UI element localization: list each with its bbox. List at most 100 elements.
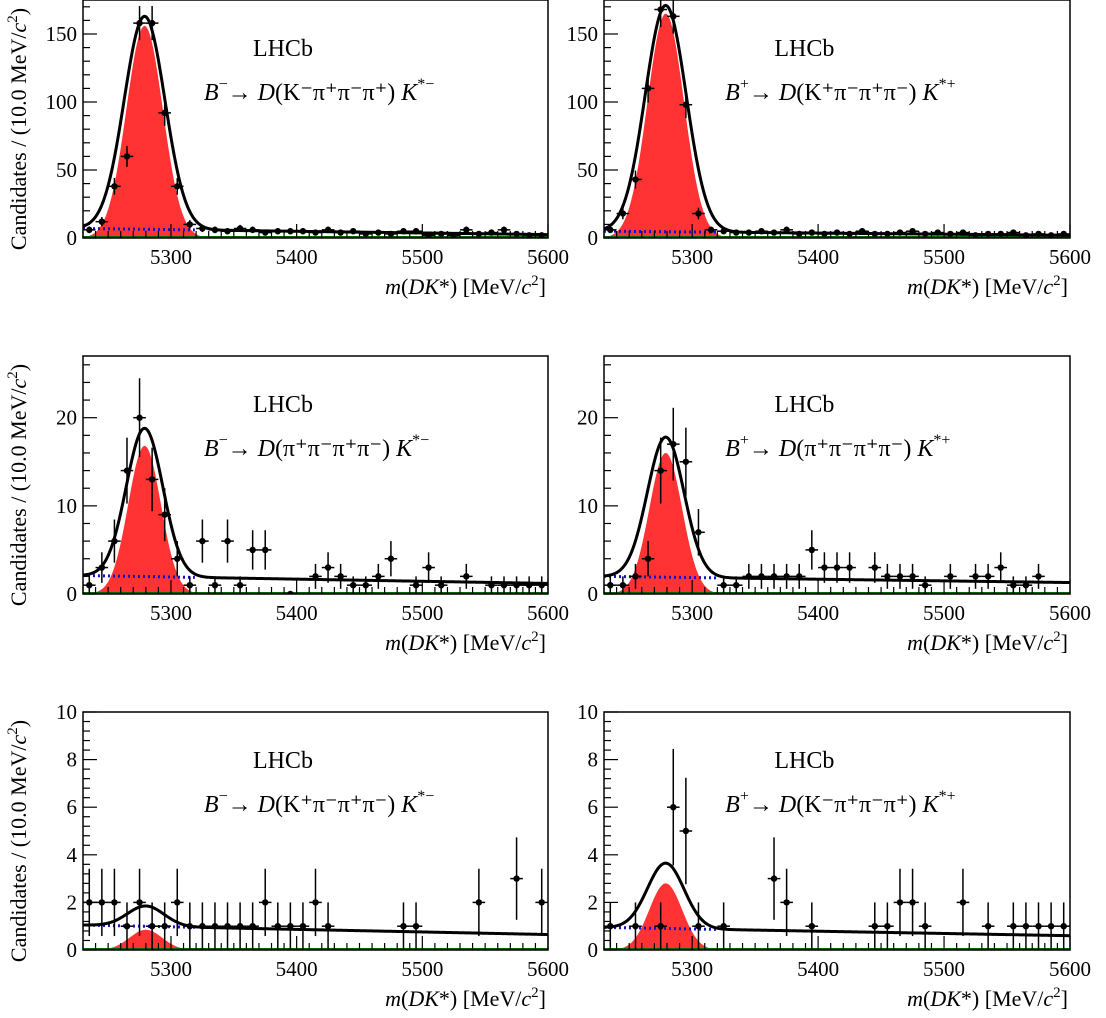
- x-tick-label: 5500: [923, 245, 965, 269]
- data-point: [755, 563, 768, 589]
- data-point: [434, 230, 448, 238]
- decay-label: B−→ D(K⁻π⁺π⁻π⁺) K*−: [204, 76, 434, 106]
- data-point: [679, 427, 693, 496]
- data-point: [133, 378, 146, 458]
- x-tick-label: 5600: [527, 245, 569, 269]
- data-point: [422, 552, 435, 583]
- data-point: [1032, 563, 1045, 589]
- plot-area: [83, 837, 548, 950]
- x-tick-label: 5300: [150, 957, 192, 981]
- x-axis-title: m(DK*) [MeV/c2]: [907, 985, 1068, 1011]
- data-point: [221, 902, 234, 950]
- data-marker: [1035, 573, 1042, 580]
- data-marker: [720, 581, 727, 589]
- data-marker: [224, 923, 231, 930]
- data-marker: [644, 555, 652, 562]
- data-point: [309, 868, 322, 937]
- data-marker: [450, 232, 457, 238]
- data-point: [372, 229, 385, 236]
- data-marker: [607, 226, 614, 234]
- data-marker: [375, 229, 382, 236]
- data-marker: [262, 229, 269, 236]
- y-tick-label: 4: [67, 843, 78, 867]
- data-marker: [525, 581, 533, 589]
- data-point: [629, 902, 642, 950]
- data-marker: [513, 230, 520, 238]
- data-marker: [884, 230, 891, 238]
- data-point: [666, 0, 680, 34]
- data-point: [296, 228, 310, 235]
- data-marker: [400, 228, 407, 235]
- data-marker: [670, 804, 677, 811]
- y-tick-label: 0: [588, 582, 599, 606]
- plot-area: [83, 6, 548, 238]
- y-tick-label: 150: [46, 22, 78, 46]
- data-marker: [161, 511, 168, 518]
- data-point: [346, 228, 360, 235]
- data-point: [729, 576, 743, 594]
- y-tick-label: 10: [56, 700, 77, 724]
- data-point: [944, 563, 957, 589]
- data-marker: [249, 546, 256, 554]
- data-marker: [211, 581, 219, 589]
- data-marker: [337, 229, 344, 236]
- data-point: [679, 777, 693, 885]
- plot-frame: [603, 0, 1071, 239]
- data-point: [120, 145, 134, 167]
- data-point: [906, 228, 919, 235]
- data-point: [969, 232, 982, 238]
- data-marker: [324, 564, 332, 571]
- data-marker: [909, 899, 916, 906]
- data-marker: [720, 228, 727, 235]
- data-marker: [199, 923, 206, 930]
- lhcb-label: LHCb: [774, 748, 834, 774]
- data-point: [309, 229, 322, 236]
- data-point: [196, 902, 209, 950]
- data-point: [893, 868, 907, 937]
- y-tick-label: 8: [67, 748, 78, 772]
- y-tick-label: 50: [577, 158, 598, 182]
- data-point: [334, 229, 347, 236]
- data-marker: [1010, 923, 1017, 930]
- data-point: [843, 552, 856, 583]
- data-point: [133, 868, 146, 937]
- data-marker: [808, 546, 816, 554]
- panel-middle-right: 5300 5400 5500 5600 0 10 20 m(DK*) [MeV/c2] LHCb…: [577, 355, 1091, 655]
- data-point: [196, 224, 209, 233]
- data-point: [1044, 902, 1058, 950]
- data-point: [208, 576, 222, 594]
- data-marker: [538, 581, 545, 589]
- data-point: [616, 207, 630, 220]
- data-marker: [745, 573, 753, 580]
- y-tick-label: 8: [588, 748, 599, 772]
- data-point: [170, 541, 184, 577]
- data-marker: [909, 573, 916, 580]
- data-marker: [1022, 232, 1030, 238]
- data-marker: [236, 923, 244, 930]
- data-point: [535, 868, 548, 937]
- plot-frame: [603, 711, 1071, 951]
- data-marker: [921, 581, 929, 589]
- data-marker: [412, 581, 420, 589]
- data-point: [906, 868, 919, 937]
- y-tick-label: 6: [588, 795, 599, 819]
- data-marker: [148, 923, 156, 930]
- plot-area: [604, 748, 1070, 950]
- data-point: [510, 837, 523, 920]
- data-point: [535, 576, 548, 594]
- data-marker: [644, 85, 652, 92]
- data-marker: [972, 573, 979, 580]
- data-point: [868, 902, 882, 950]
- data-point: [704, 226, 718, 234]
- data-point: [981, 902, 995, 950]
- data-marker: [224, 537, 231, 545]
- x-axis-title: m(DK*) [MeV/c2]: [907, 273, 1068, 299]
- data-point: [221, 228, 234, 235]
- data-point: [881, 230, 894, 238]
- data-point: [397, 902, 410, 950]
- data-point: [666, 748, 680, 866]
- data-marker: [437, 230, 445, 238]
- data-point: [717, 902, 730, 950]
- data-marker: [299, 923, 307, 930]
- lhcb-label: LHCb: [253, 392, 313, 418]
